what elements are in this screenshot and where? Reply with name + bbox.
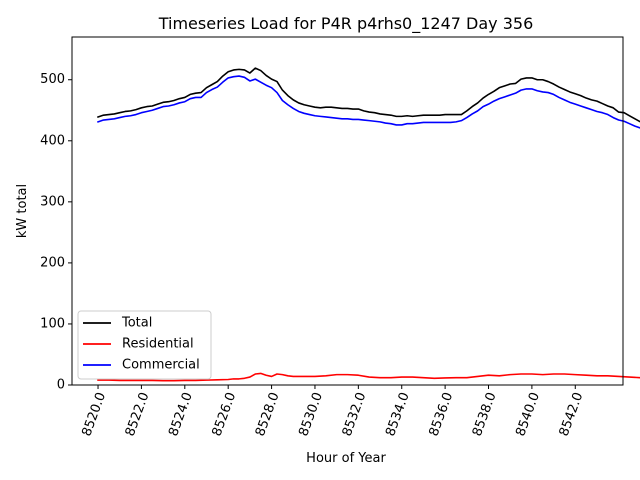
legend-box bbox=[77, 310, 212, 380]
legend-label-commercial: Commercial bbox=[122, 358, 200, 373]
x-axis-label: Hour of Year bbox=[306, 451, 386, 466]
y-tick-label: 400 bbox=[40, 133, 65, 148]
series-line-total bbox=[97, 67, 640, 123]
chart-title: Timeseries Load for P4R p4rhs0_1247 Day … bbox=[158, 14, 534, 34]
series-line-commercial bbox=[97, 75, 640, 129]
legend-label-total: Total bbox=[121, 316, 152, 331]
legend-entries: Total Residential Commercial bbox=[83, 316, 200, 373]
y-tick-label: 300 bbox=[40, 194, 65, 209]
legend-label-residential: Residential bbox=[122, 337, 194, 352]
y-tick-label: 100 bbox=[40, 316, 65, 331]
legend: Total Residential Commercial bbox=[77, 310, 212, 380]
y-tick-label: 200 bbox=[40, 255, 65, 270]
y-axis-label: kW total bbox=[15, 184, 30, 238]
y-tick-label: 0 bbox=[57, 378, 65, 393]
axes-frame bbox=[71, 36, 624, 386]
y-axis-ticks: 0 100 200 300 400 500 bbox=[40, 72, 72, 393]
plot-lines bbox=[97, 67, 640, 382]
y-tick-label: 500 bbox=[40, 72, 65, 87]
series-line-residential bbox=[97, 372, 640, 382]
